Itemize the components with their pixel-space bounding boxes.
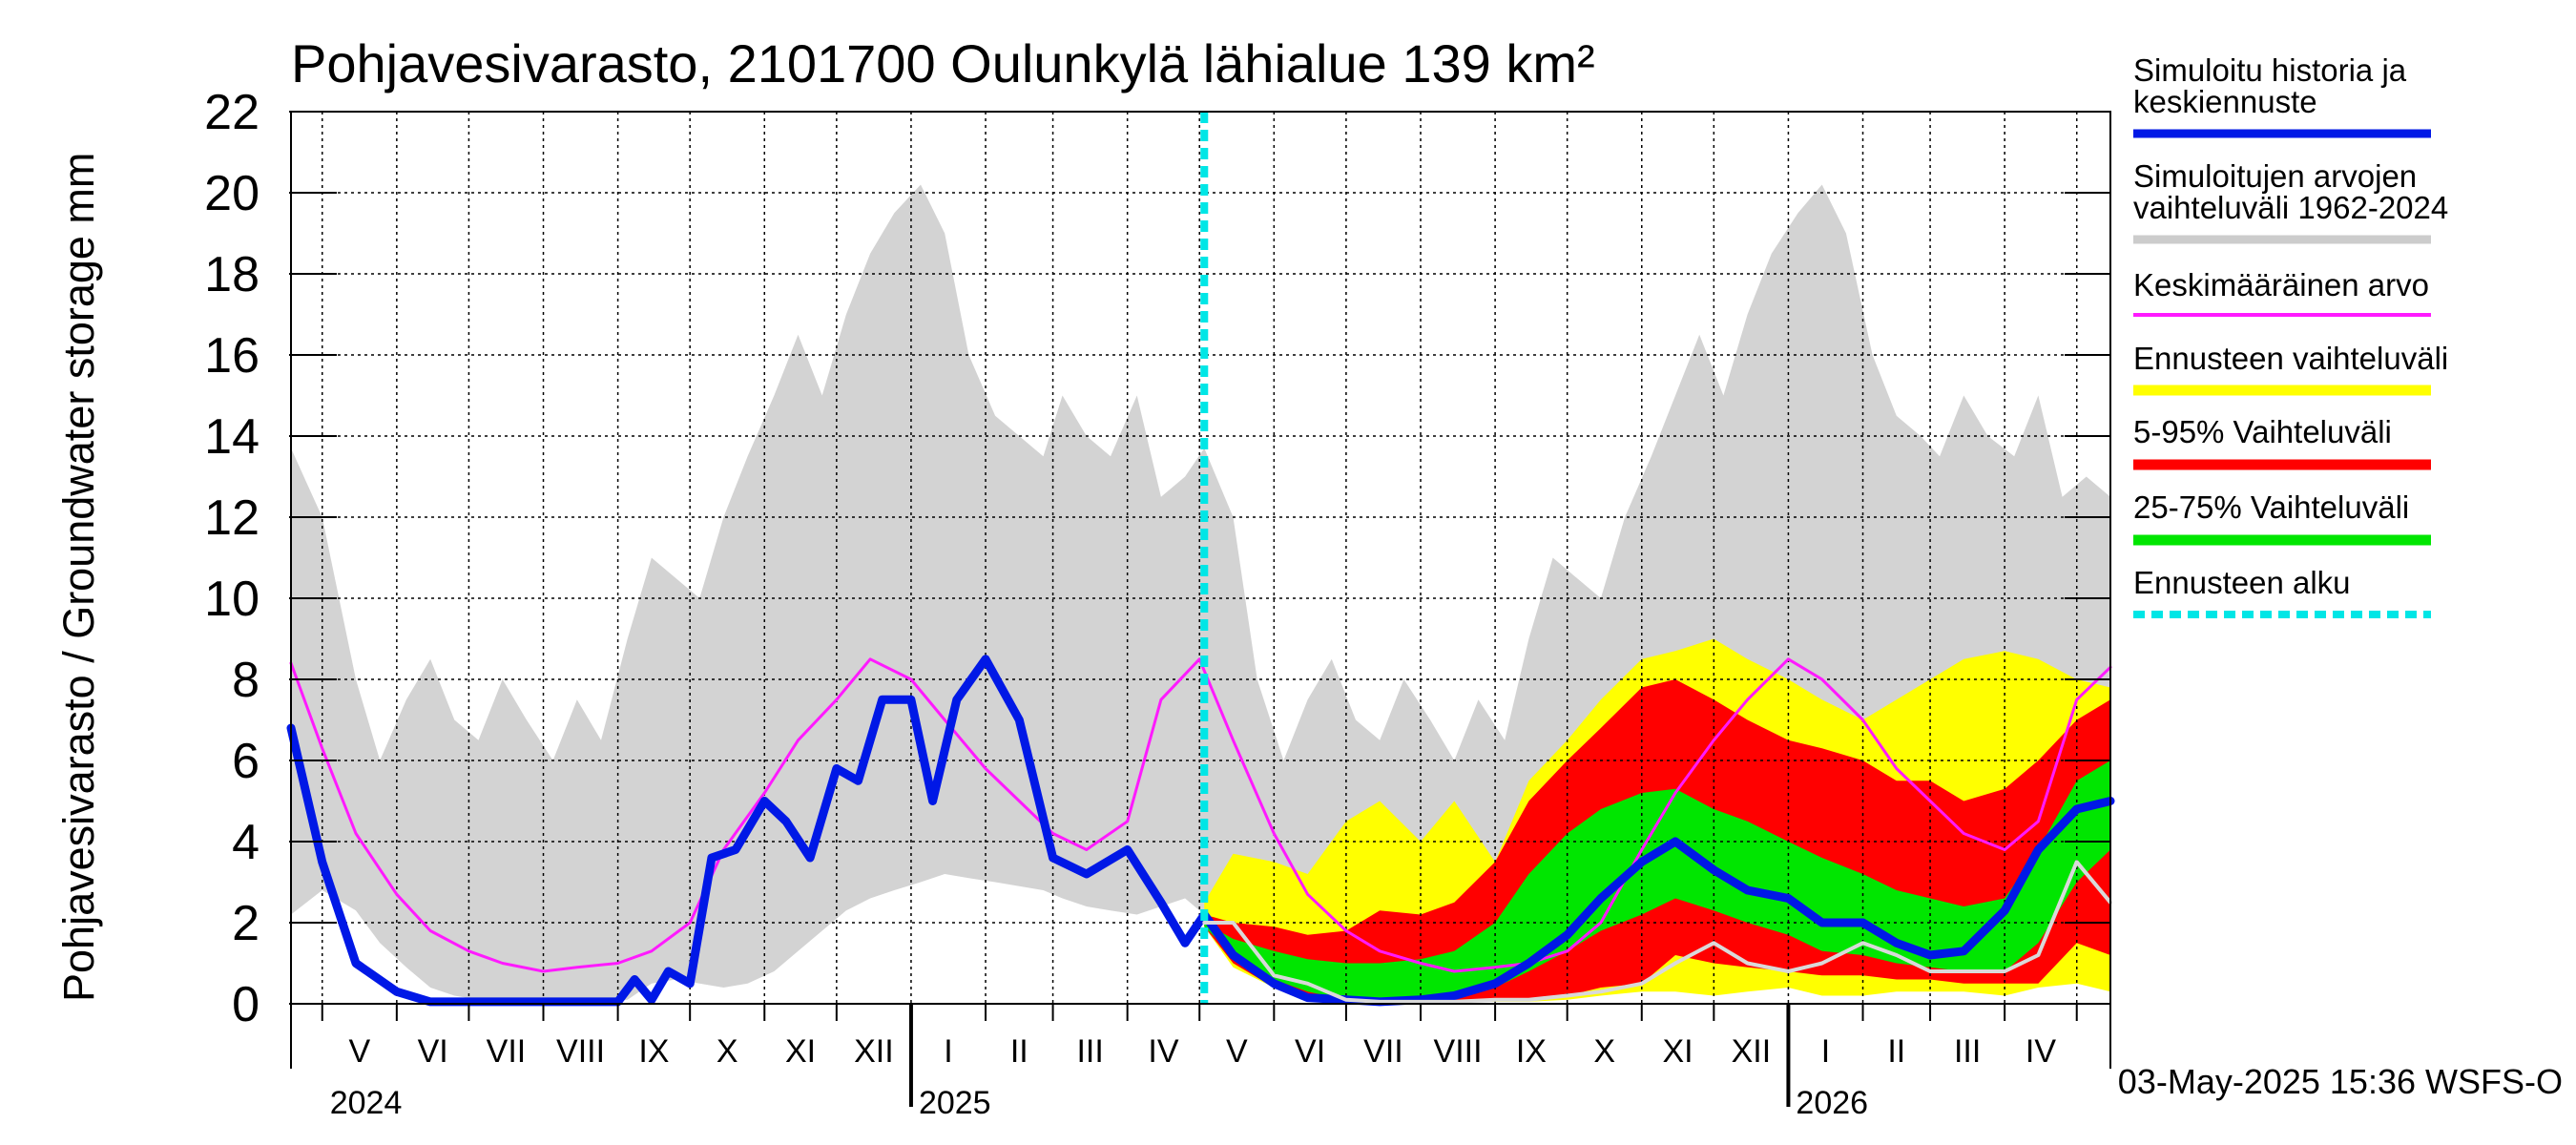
month-label: II <box>1887 1033 1905 1070</box>
year-label: 2026 <box>1796 1085 1868 1121</box>
month-label: VI <box>418 1033 448 1070</box>
month-label: XI <box>785 1033 816 1070</box>
legend-label: Ennusteen vaihteluväli <box>2133 341 2448 376</box>
series-line-1 <box>289 657 2112 973</box>
month-label: XI <box>1662 1033 1693 1070</box>
month-label: III <box>1954 1033 1981 1070</box>
y-tick-label: 18 <box>204 247 260 302</box>
legend-label: vaihteluväli 1962-2024 <box>2133 190 2448 225</box>
y-tick-label: 0 <box>232 977 260 1032</box>
month-label: XII <box>854 1033 894 1070</box>
y-tick-label: 6 <box>232 734 260 789</box>
series-line-3 <box>1202 860 2112 1004</box>
month-label: V <box>1226 1033 1248 1070</box>
month-label: VIII <box>556 1033 605 1070</box>
y-tick-label: 12 <box>204 490 260 546</box>
year-label: 2025 <box>919 1085 991 1121</box>
series-line-2 <box>286 655 2115 1007</box>
y-axis-label: Pohjavesivarasto / Groundwater storage m… <box>54 153 103 1002</box>
y-tick-label: 22 <box>204 85 260 140</box>
month-label: V <box>348 1033 370 1070</box>
y-tick-label: 10 <box>204 572 260 627</box>
y-tick-label: 14 <box>204 409 260 465</box>
month-label: IX <box>1516 1033 1547 1070</box>
month-label: VII <box>487 1033 527 1070</box>
legend-label: Simuloitujen arvojen <box>2133 158 2417 194</box>
month-label: III <box>1076 1033 1103 1070</box>
y-axis: 0 2 4 6 8 10 12 14 16 18 20 22 <box>204 85 2110 1032</box>
month-label: IX <box>638 1033 669 1070</box>
month-label: II <box>1010 1033 1028 1070</box>
legend-label: Keskimääräinen arvo <box>2133 267 2429 302</box>
month-label: XII <box>1732 1033 1772 1070</box>
x-axis: V VI VII VIII IX X XI XII I II III IV V VI VII VIII IX X X… <box>290 1004 2111 1121</box>
y-tick-label: 2 <box>232 896 260 951</box>
lines-layer <box>286 655 2115 1007</box>
month-label: X <box>1593 1033 1615 1070</box>
month-label: VII <box>1363 1033 1403 1070</box>
legend-label: 5-95% Vaihteluväli <box>2133 414 2392 449</box>
legend-label: Ennusteen alku <box>2133 565 2351 600</box>
y-tick-label: 4 <box>232 815 260 870</box>
chart-title: Pohjavesivarasto, 2101700 Oulunkylä lähi… <box>291 33 1595 94</box>
legend-label: 25-75% Vaihteluväli <box>2133 489 2409 525</box>
month-label: VI <box>1295 1033 1325 1070</box>
month-label: X <box>717 1033 738 1070</box>
timestamp: 03-May-2025 15:36 WSFS-O <box>2118 1062 2563 1101</box>
y-tick-label: 8 <box>232 653 260 708</box>
y-tick-label: 16 <box>204 328 260 384</box>
plot-frame <box>290 111 2111 1005</box>
month-label: IV <box>2025 1033 2056 1070</box>
legend-label: Simuloitu historia ja <box>2133 52 2407 88</box>
month-label: IV <box>1148 1033 1178 1070</box>
month-label: I <box>944 1033 952 1070</box>
legend-label: keskiennuste <box>2133 84 2317 119</box>
y-tick-label: 20 <box>204 166 260 221</box>
year-label: 2024 <box>330 1085 403 1121</box>
month-label: VIII <box>1434 1033 1483 1070</box>
month-label: I <box>1821 1033 1830 1070</box>
